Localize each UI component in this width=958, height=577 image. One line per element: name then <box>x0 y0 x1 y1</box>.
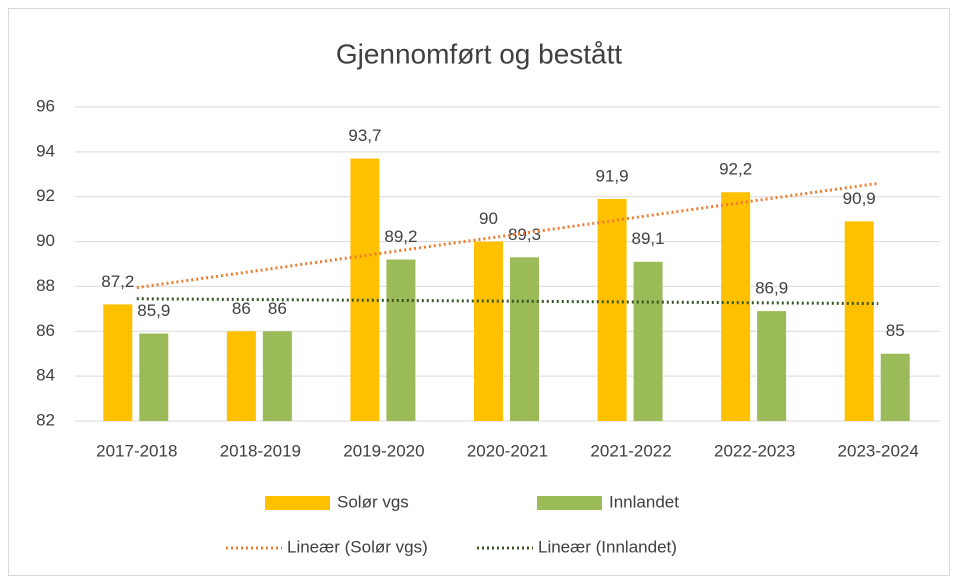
bar <box>226 331 256 421</box>
data-label: 89,2 <box>384 227 417 246</box>
data-label: 89,1 <box>632 229 665 248</box>
x-tick-label: 2020-2021 <box>467 441 548 460</box>
data-label: 86,9 <box>755 279 788 298</box>
data-label: 86 <box>232 299 251 318</box>
chart-title: Gjennomført og bestått <box>336 38 623 69</box>
data-label: 86 <box>268 299 287 318</box>
data-label: 91,9 <box>596 166 629 185</box>
y-tick-label: 90 <box>36 231 55 250</box>
data-label: 92,2 <box>719 160 752 179</box>
y-tick-label: 96 <box>36 96 55 115</box>
legend-swatch <box>265 496 330 510</box>
data-label: 90,9 <box>843 189 876 208</box>
bar <box>350 158 380 422</box>
legend-label: Solør vgs <box>337 492 409 511</box>
legend-label: Lineær (Innlandet) <box>538 537 677 556</box>
bar <box>103 304 133 421</box>
x-tick-label: 2023-2024 <box>838 441 919 460</box>
bar <box>510 257 539 421</box>
bar <box>880 353 910 421</box>
bar <box>597 198 627 421</box>
bar <box>139 333 169 421</box>
bar <box>386 259 416 421</box>
data-label: 90 <box>479 209 498 228</box>
y-tick-label: 84 <box>36 366 55 385</box>
y-tick-label: 92 <box>36 186 55 205</box>
data-label: 85,9 <box>137 301 170 320</box>
legend-label: Lineær (Solør vgs) <box>287 537 428 556</box>
y-tick-label: 86 <box>36 321 55 340</box>
x-tick-label: 2017-2018 <box>96 441 177 460</box>
x-tick-label: 2022-2023 <box>714 441 795 460</box>
bar <box>721 192 751 421</box>
data-label: 85 <box>886 321 905 340</box>
bar <box>474 241 503 421</box>
x-tick-label: 2019-2020 <box>343 441 424 460</box>
bar <box>757 311 787 421</box>
trendline <box>136 297 879 306</box>
legend-swatch <box>537 496 602 510</box>
y-tick-label: 82 <box>36 410 55 429</box>
y-tick-label: 94 <box>36 141 55 160</box>
data-label: 93,7 <box>348 126 381 145</box>
bar <box>262 331 292 421</box>
legend-label: Innlandet <box>609 492 679 511</box>
bar <box>633 261 663 421</box>
data-label: 87,2 <box>101 272 134 291</box>
x-tick-label: 2021-2022 <box>590 441 671 460</box>
x-tick-label: 2018-2019 <box>220 441 301 460</box>
bar <box>844 221 874 421</box>
y-tick-label: 88 <box>36 276 55 295</box>
